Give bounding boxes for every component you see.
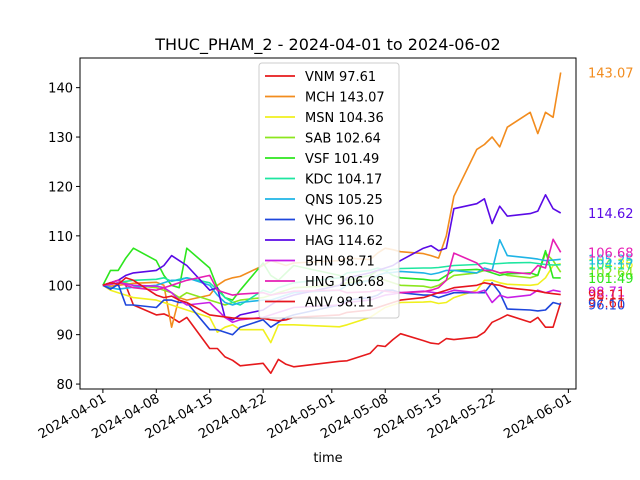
series-line-msn	[102, 262, 561, 344]
end-label-kdc: 104.17	[588, 259, 634, 274]
legend-entry-bhn: BHN 98.71	[305, 255, 375, 270]
plot-frame	[79, 57, 577, 390]
legend: VNM 97.61 MCH 143.07 MSN 104.36 SAB 102.64 V…	[258, 62, 400, 319]
x-axis: 2024-04-012024-04-082024-04-152024-04-22…	[36, 389, 574, 442]
legend-entry-vhc: VHC 96.10	[305, 214, 374, 229]
chart-title: THUC_PHAM_2 - 2024-04-01 to 2024-06-02	[154, 35, 500, 55]
end-label-sab: 102.64	[588, 266, 634, 281]
end-label-qns: 105.25	[588, 253, 634, 268]
end-label-hng: 106.68	[588, 246, 634, 261]
x-tick-label: 2024-06-01	[501, 391, 574, 442]
y-tick-label: 110	[48, 230, 73, 245]
y-axis: 80 90 100 110 120 130 140	[48, 82, 80, 393]
legend-box	[258, 62, 400, 319]
end-label-vsf: 101.49	[588, 272, 634, 287]
end-labels: 97.61 143.07 104.36102.64101.49104.17105.2…	[588, 66, 634, 313]
legend-entry-kdc: KDC 104.17	[305, 173, 382, 188]
end-label-vnm: 97.61	[588, 297, 625, 312]
y-tick-label: 130	[48, 131, 73, 146]
legend-entry-vnm: VNM 97.61	[305, 70, 376, 85]
end-label-anv: 98.11	[588, 289, 625, 304]
legend-entry-mch: MCH 143.07	[305, 91, 385, 106]
legend-entry-vsf: VSF 101.49	[305, 152, 379, 167]
end-label-mch: 143.07	[588, 66, 634, 81]
end-label-bhn: 98.71	[588, 286, 625, 301]
y-tick-label: 120	[48, 180, 73, 195]
legend-entry-msn: MSN 104.36	[305, 111, 384, 126]
y-tick-label: 80	[56, 378, 73, 393]
end-label-hag: 114.62	[588, 207, 634, 222]
legend-entry-hng: HNG 106.68	[305, 275, 384, 290]
y-tick-label: 90	[56, 329, 73, 344]
legend-entry-anv: ANV 98.11	[305, 296, 374, 311]
y-tick-label: 100	[48, 279, 73, 294]
end-label-msn: 104.36	[588, 258, 634, 273]
end-label-vhc: 96.10	[588, 299, 625, 314]
x-axis-label: time	[313, 451, 342, 466]
legend-entry-hag: HAG 114.62	[305, 234, 383, 249]
y-tick-label: 140	[48, 82, 73, 97]
legend-entry-qns: QNS 105.25	[305, 193, 383, 208]
legend-entry-sab: SAB 102.64	[305, 132, 381, 147]
